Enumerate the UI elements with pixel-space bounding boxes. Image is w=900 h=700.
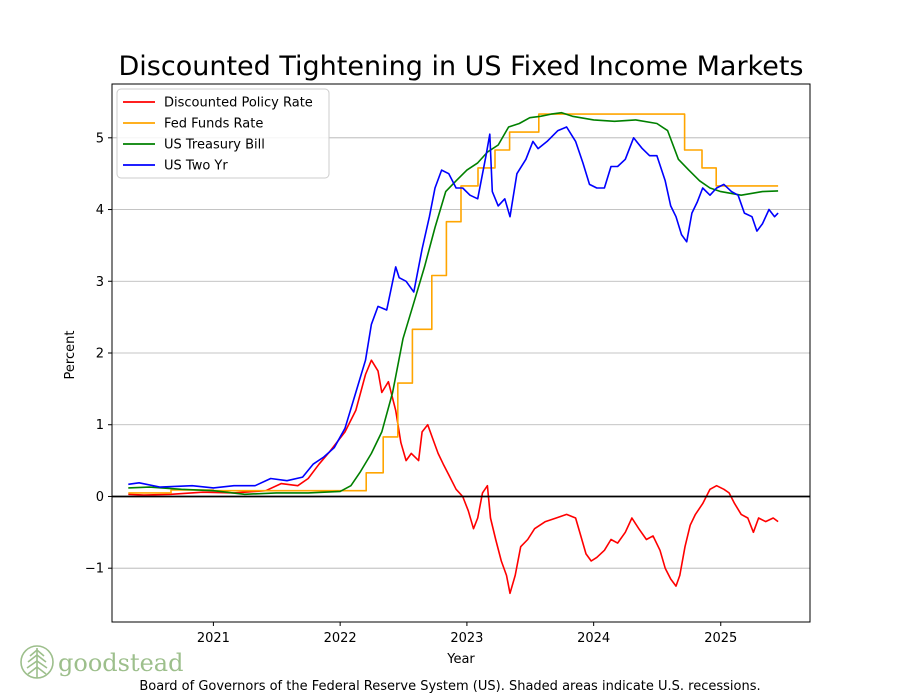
source-note: Board of Governors of the Federal Reserv…	[139, 679, 761, 694]
x-tick-label: 2021	[197, 631, 230, 646]
legend-label: US Treasury Bill	[164, 138, 265, 153]
x-tick-label: 2022	[324, 631, 357, 646]
y-tick-label: −1	[85, 562, 104, 577]
series-us-two-yr	[128, 126, 779, 489]
x-tick-label: 2025	[704, 631, 737, 646]
legend-label: Fed Funds Rate	[164, 117, 263, 132]
legend: Discounted Policy Rate Fed Funds Rate US T…	[116, 88, 330, 179]
x-axis: 2021 2022 2023 2024 2025	[197, 622, 737, 646]
logo-text: goodstead	[58, 649, 183, 677]
series-discounted-policy-rate	[128, 359, 779, 595]
series-fed-funds-rate	[128, 113, 779, 494]
y-tick-label: 1	[96, 418, 104, 433]
y-tick-label: 5	[96, 131, 104, 146]
x-tick-label: 2023	[450, 631, 483, 646]
x-tick-label: 2024	[577, 631, 610, 646]
goodstead-logo: goodstead	[20, 645, 183, 679]
x-axis-label: Year	[446, 652, 475, 667]
series-group	[128, 111, 779, 595]
y-axis-label: Percent	[63, 331, 78, 380]
tree-icon	[20, 645, 54, 679]
y-tick-label: 0	[96, 490, 104, 505]
y-tick-label: 2	[96, 347, 104, 362]
legend-label: US Two Yr	[164, 159, 228, 174]
legend-box	[116, 88, 330, 179]
y-tick-label: 4	[96, 203, 104, 218]
y-axis: −1 0 1 2 3 4 5	[85, 131, 112, 577]
y-tick-label: 3	[96, 275, 104, 290]
legend-label: Discounted Policy Rate	[164, 96, 313, 111]
chart-title: Discounted Tightening in US Fixed Income…	[119, 51, 804, 82]
